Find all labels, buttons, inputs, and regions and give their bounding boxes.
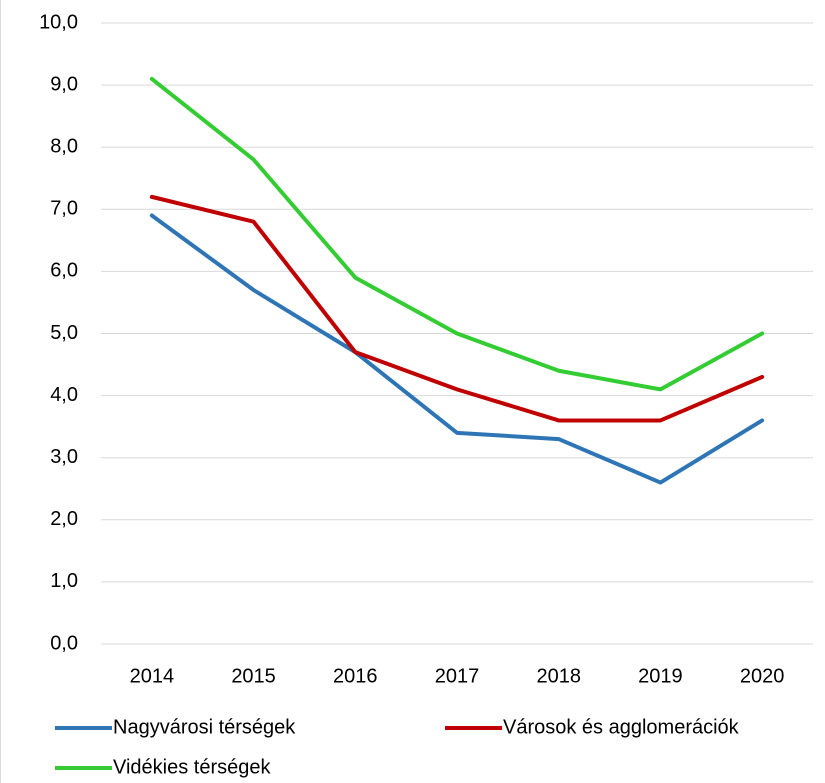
legend-label: Városok és agglomerációk bbox=[503, 716, 740, 738]
y-tick-label: 7,0 bbox=[50, 198, 78, 220]
x-tick-label: 2014 bbox=[130, 665, 175, 687]
y-tick-label: 9,0 bbox=[50, 73, 78, 95]
y-tick-label: 4,0 bbox=[50, 384, 78, 406]
legend-label: Vidékies térségek bbox=[113, 756, 272, 778]
line-series bbox=[149, 213, 765, 485]
y-tick-label: 2,0 bbox=[50, 508, 78, 530]
y-tick-label: 5,0 bbox=[50, 322, 78, 344]
x-tick-label: 2018 bbox=[536, 665, 581, 687]
y-tick-label: 1,0 bbox=[50, 570, 78, 592]
line-series bbox=[149, 194, 765, 423]
x-tick-label: 2015 bbox=[231, 665, 276, 687]
y-tick-label: 8,0 bbox=[50, 135, 78, 157]
x-tick-label: 2016 bbox=[333, 665, 378, 687]
line-series bbox=[149, 76, 765, 392]
y-tick-label: 3,0 bbox=[50, 446, 78, 468]
x-tick-label: 2019 bbox=[638, 665, 683, 687]
x-tick-label: 2020 bbox=[740, 665, 785, 687]
legend-label: Nagyvárosi térségek bbox=[113, 716, 296, 738]
y-tick-label: 6,0 bbox=[50, 260, 78, 282]
x-tick-label: 2017 bbox=[435, 665, 480, 687]
y-tick-label: 0,0 bbox=[50, 632, 78, 654]
y-tick-label: 10,0 bbox=[39, 11, 78, 33]
